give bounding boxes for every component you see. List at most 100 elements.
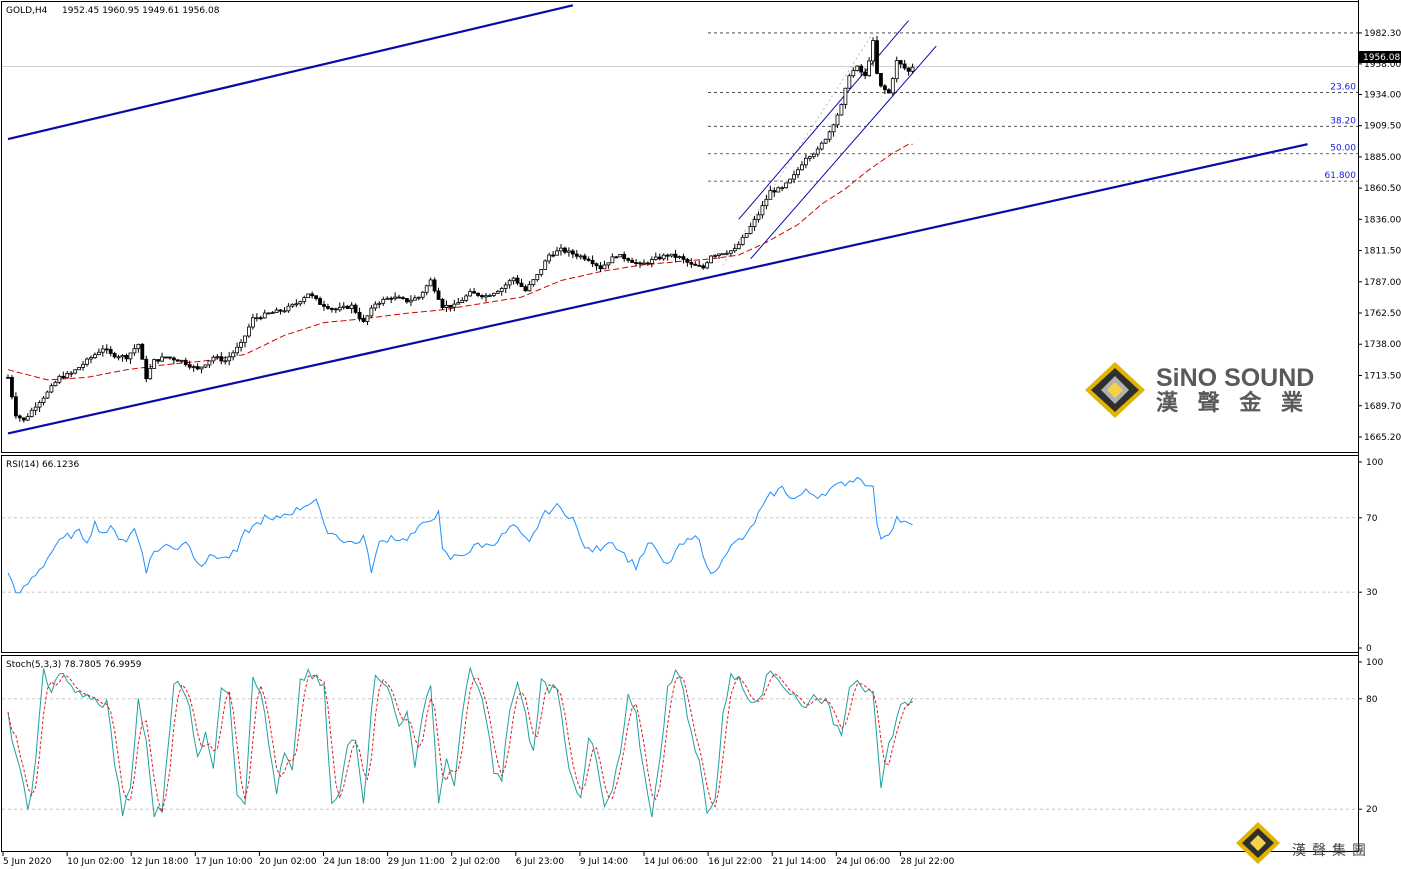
candle — [543, 259, 548, 270]
candle-body — [890, 78, 895, 94]
candle-body — [547, 254, 552, 262]
candle-body — [677, 256, 682, 258]
candle — [377, 301, 382, 309]
candle — [669, 253, 674, 258]
candle — [69, 371, 74, 378]
candle-body — [353, 304, 358, 313]
candle — [835, 112, 840, 129]
candle — [6, 374, 10, 379]
candle — [100, 345, 105, 357]
candle-body — [156, 359, 161, 362]
candle — [622, 251, 627, 262]
candle — [452, 299, 457, 312]
candle — [855, 65, 860, 72]
fib-level-label: 61.800 — [1325, 171, 1357, 181]
candle-body — [843, 87, 848, 105]
candle — [772, 187, 777, 197]
candle — [487, 293, 492, 297]
candle — [179, 359, 184, 364]
candle-body — [606, 262, 611, 266]
candle-body — [491, 292, 496, 296]
candle — [843, 87, 848, 109]
candle-body — [357, 311, 362, 319]
candle — [96, 348, 101, 356]
candle — [231, 350, 236, 361]
candle — [227, 351, 232, 366]
candle-body — [45, 391, 50, 399]
candle-body — [776, 187, 781, 193]
candle — [49, 383, 54, 394]
candle-body — [839, 104, 844, 116]
corner-logo: 漢聲集團 — [1236, 822, 1366, 864]
candle-body — [215, 356, 220, 359]
candle-body — [373, 303, 378, 309]
candle — [468, 288, 473, 297]
candle-body — [211, 356, 216, 362]
candle-body — [73, 369, 78, 374]
candle-body — [341, 305, 346, 308]
candle-body — [507, 280, 512, 286]
candle — [586, 256, 591, 262]
candle-body — [495, 291, 500, 294]
candle-body — [322, 304, 326, 307]
stoch-label: Stoch(5,3,3) 78.7805 76.9959 — [6, 660, 142, 670]
candle — [440, 297, 445, 310]
candle-body — [456, 302, 461, 305]
candle — [156, 359, 161, 364]
candle — [634, 258, 638, 267]
candle-body — [780, 187, 785, 190]
candle-body — [657, 256, 662, 260]
candle — [290, 303, 295, 308]
candle — [879, 73, 883, 88]
candle — [21, 417, 26, 423]
candle — [353, 303, 358, 315]
candle — [590, 255, 595, 267]
candle-body — [570, 250, 575, 255]
candle — [796, 167, 800, 179]
candle-body — [85, 358, 89, 365]
x-tick-label: 20 Jun 02:00 — [259, 857, 316, 867]
rsi-panel-frame — [1, 455, 1359, 653]
candle — [780, 186, 785, 192]
candle — [732, 243, 737, 253]
candle-body — [337, 306, 342, 311]
candle — [642, 259, 646, 265]
moving-average-line — [7, 143, 913, 381]
candle — [689, 258, 694, 269]
candle-body — [653, 256, 658, 260]
candle-body — [800, 164, 804, 171]
candle — [258, 315, 263, 321]
rsi-line — [7, 476, 913, 594]
candle-body — [586, 258, 591, 261]
candle — [235, 342, 240, 356]
candle-body — [563, 247, 567, 253]
candle — [223, 356, 228, 365]
candle-body — [223, 360, 228, 363]
candle-body — [602, 264, 607, 270]
candle-body — [511, 277, 516, 282]
y-tick-label: 1762.50 — [1364, 309, 1401, 319]
current-price-label: 1956.08 — [1363, 53, 1400, 63]
y-tick-label: 1665.20 — [1364, 433, 1401, 443]
candle — [10, 375, 14, 400]
candle-body — [539, 269, 544, 275]
candle — [416, 296, 421, 301]
candle — [318, 296, 322, 305]
candle-body — [49, 385, 54, 393]
candle-body — [243, 335, 247, 343]
rsi-tick-label: 30 — [1366, 588, 1378, 598]
candle-body — [432, 279, 437, 292]
candle-body — [515, 277, 520, 284]
candle — [464, 294, 469, 302]
candle-body — [886, 89, 891, 94]
candle — [673, 249, 678, 263]
candle-body — [582, 255, 587, 260]
fib-level-label: 38.20 — [1330, 116, 1356, 126]
candle — [219, 352, 224, 365]
candle — [381, 296, 386, 306]
candle — [610, 253, 615, 264]
axes: 1982.30 1958.00 1934.00 1909.50 1885.00 1860.… — [2, 29, 1401, 867]
candle-body — [65, 372, 70, 379]
candle-body — [148, 368, 153, 380]
x-tick-label: 29 Jun 11:00 — [388, 857, 445, 867]
